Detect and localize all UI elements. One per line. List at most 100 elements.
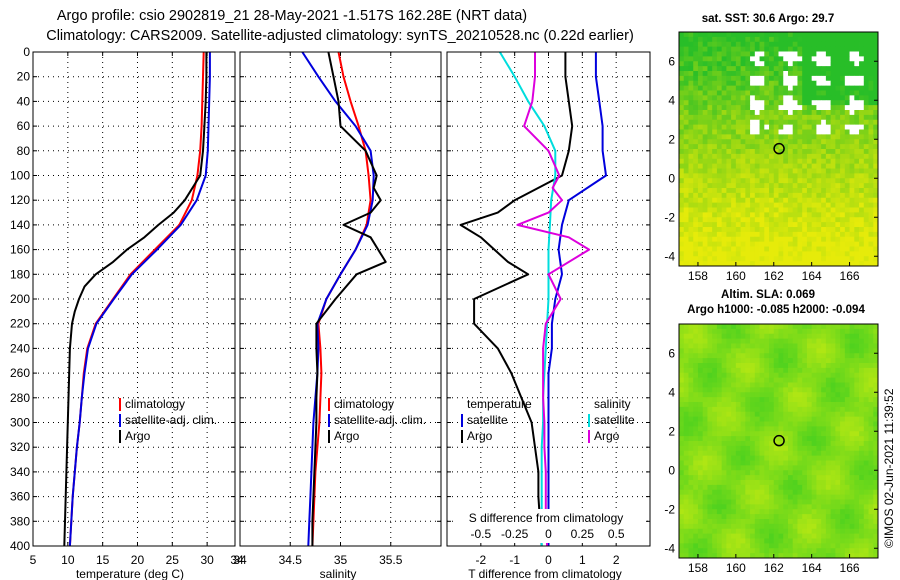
map-x-tick-label: 164 <box>802 561 822 575</box>
map-x-tick-label: 164 <box>802 269 822 283</box>
y-tick-label: 320 <box>10 440 30 454</box>
map-x-tick-label: 160 <box>726 269 746 283</box>
sdiff-tick-labels: -0.5 -0.25 0 0.25 0.5 <box>470 527 624 541</box>
map-y-tick-label: 2 <box>668 132 675 146</box>
x-tick-label: -2 <box>475 553 486 567</box>
legend-t-argo-label: Argo <box>467 429 493 443</box>
sdiff-axis-label: S difference from climatology <box>469 511 624 525</box>
map-y-tick-label: 6 <box>668 346 675 360</box>
series-argo-line <box>311 52 387 546</box>
y-tick-label: 80 <box>17 144 31 158</box>
argo-position-marker <box>773 434 785 447</box>
map-y-tick-label: 6 <box>668 54 675 68</box>
map-x-tick-label: 166 <box>840 269 860 283</box>
x-tick-label: 10 <box>61 553 75 567</box>
salinity-legend: climatology satellite-adj. clim. Argo <box>328 397 426 443</box>
legend-argo-label: Argo <box>334 429 360 443</box>
y-tick-label: 220 <box>10 317 30 331</box>
temperature-legend: climatology satellite-adj. clim. Argo <box>119 397 217 443</box>
s-tick-label: 0 <box>545 527 552 541</box>
map-y-tick-label: 2 <box>668 424 675 438</box>
y-tick-label: 160 <box>10 243 30 257</box>
map-y-tick-label: 4 <box>668 93 675 107</box>
map-x-tick-label: 166 <box>840 561 860 575</box>
map-y-tick-label: 0 <box>668 463 675 477</box>
y-tick-label: 340 <box>10 465 30 479</box>
salinity-xlabel: salinity <box>320 567 357 580</box>
legend-s-satellite-label: satellite <box>594 413 635 427</box>
x-tick-label: 30 <box>200 553 214 567</box>
title-line-1: Argo profile: csio 2902819_21 28-May-202… <box>57 8 527 24</box>
y-tick-label: 100 <box>10 169 30 183</box>
series-satellite-adj-clim-line <box>301 52 375 546</box>
sst-map-cells <box>679 32 879 267</box>
map-y-tick-label: -4 <box>664 541 675 555</box>
x-tick-label: 5 <box>30 553 37 567</box>
y-tick-label: 260 <box>10 366 30 380</box>
x-tick-label: 2 <box>613 553 620 567</box>
y-tick-label: 300 <box>10 416 30 430</box>
x-tick-label: 20 <box>131 553 145 567</box>
series-satellite-adj-clim-line <box>68 52 211 546</box>
plot-border <box>446 51 651 547</box>
difference-panel: -2 -1 0 1 2 <box>446 51 651 567</box>
plot-border <box>32 51 236 547</box>
y-tick-label: 380 <box>10 514 30 528</box>
sla-map-title: Altim. SLA: 0.069 <box>721 289 815 301</box>
plot-border <box>239 51 442 547</box>
x-tick-label: 0 <box>545 553 552 567</box>
sla-map-cells <box>679 324 879 559</box>
y-tick-label: 120 <box>10 193 30 207</box>
series-satellite-line <box>547 52 607 546</box>
map-frame <box>678 31 879 267</box>
y-tick-label: 60 <box>17 119 31 133</box>
map-x-tick-label: 158 <box>688 269 708 283</box>
map-y-tick-label: 4 <box>668 385 675 399</box>
y-tick-label: 0 <box>23 45 30 59</box>
legend-satellite-label: satellite-adj. clim. <box>125 413 217 427</box>
legend-s-argo-label: Argo <box>594 429 620 443</box>
legend-group-salinity: salinity <box>594 397 631 411</box>
legend-climatology-label: climatology <box>334 397 394 411</box>
tdiff-xlabel: T difference from climatology <box>468 567 622 580</box>
s-tick-label: -0.25 <box>501 527 529 541</box>
s-tick-label: 0.5 <box>608 527 625 541</box>
s-tick-label: 0.25 <box>571 527 595 541</box>
x-tick-label: -1 <box>509 553 520 567</box>
legend-t-satellite-label: satellite <box>467 413 508 427</box>
x-tick-label: 34 <box>233 553 247 567</box>
x-tick-label: 35 <box>334 553 348 567</box>
x-tick-label: 34.5 <box>279 553 303 567</box>
temperature-panel: 0 20 40 60 80 100 120 140 160 180 200 220 240 260 280 3… <box>10 45 244 567</box>
credit-text: ©IMOS 02-Jun-2021 11:39:52 <box>882 388 896 548</box>
map-y-tick-label: -2 <box>664 502 675 516</box>
title-line-2: Climatology: CARS2009. Satellite-adjuste… <box>46 28 634 44</box>
y-tick-label: 280 <box>10 391 30 405</box>
y-tick-label: 360 <box>10 490 30 504</box>
argo-position-marker <box>773 142 785 155</box>
x-tick-label: 15 <box>96 553 110 567</box>
legend-group-temperature: temperature <box>467 397 532 411</box>
legend-argo-label: Argo <box>125 429 151 443</box>
y-tick-label: 240 <box>10 341 30 355</box>
x-tick-label: 34 <box>230 553 244 567</box>
y-tick-label: 200 <box>10 292 30 306</box>
map-y-tick-label: 0 <box>668 171 675 185</box>
sla-map: 158 160 162 164 166 -4 -2 0 2 4 6 <box>664 323 879 575</box>
map-x-tick-label: 158 <box>688 561 708 575</box>
y-tick-label: 40 <box>17 94 31 108</box>
salinity-panel: 34 34.5 35 35.5 <box>233 51 442 567</box>
sst-map-title: sat. SST: 30.6 Argo: 29.7 <box>702 13 835 25</box>
y-tick-label: 400 <box>10 539 30 553</box>
x-tick-label: 1 <box>579 553 586 567</box>
series-argo-line <box>459 52 574 546</box>
y-tick-label: 20 <box>17 70 31 84</box>
legend-climatology-label: climatology <box>125 397 185 411</box>
s-tick-label: -0.5 <box>470 527 491 541</box>
y-tick-label: 180 <box>10 267 30 281</box>
map-y-tick-label: -4 <box>664 249 675 263</box>
y-tick-label: 140 <box>10 218 30 232</box>
x-tick-label: 25 <box>166 553 180 567</box>
map-x-tick-label: 162 <box>764 269 784 283</box>
